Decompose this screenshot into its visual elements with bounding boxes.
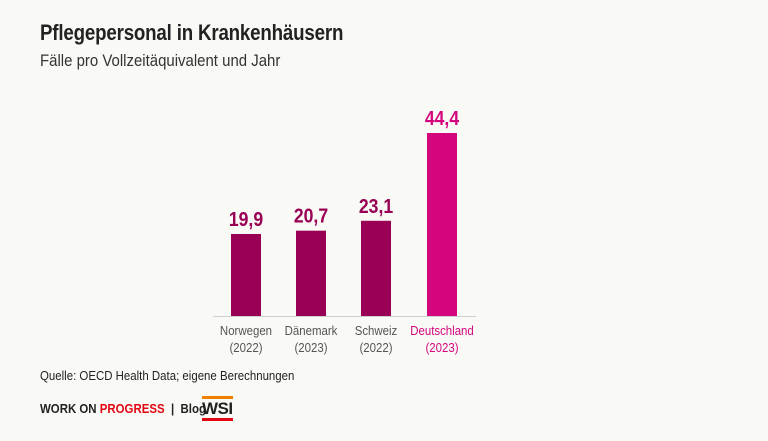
year-label: (2023) (425, 340, 458, 355)
brand-part1: WORK ON (40, 401, 97, 416)
bar-deutschland (427, 133, 457, 316)
bar-dänemark (296, 230, 326, 316)
data-label: 20,7 (294, 205, 328, 227)
wsi-logo: WSI (202, 396, 233, 421)
year-label: (2022) (229, 340, 262, 355)
brand-part2: PROGRESS (99, 401, 165, 416)
source-note: Quelle: OECD Health Data; eigene Berechn… (40, 368, 295, 383)
category-label: Norwegen (220, 323, 272, 338)
chart-title: Pflegepersonal in Krankenhäusern (40, 20, 344, 45)
year-label: (2022) (359, 340, 392, 355)
blog-label: Blog (180, 401, 206, 416)
brand-text: WORK ON PROGRESS | Blog (40, 401, 206, 416)
bar-schweiz (361, 220, 391, 316)
chart-subtitle: Fälle pro Vollzeitäquivalent und Jahr (40, 51, 281, 70)
separator: | (170, 401, 175, 416)
category-label: Deutschland (410, 323, 474, 338)
data-label: 19,9 (229, 208, 263, 230)
category-label: Dänemark (285, 323, 339, 338)
data-label: 23,1 (359, 195, 393, 217)
year-label: (2023) (294, 340, 327, 355)
bar-norwegen (231, 233, 261, 316)
data-label: 44,4 (425, 107, 460, 129)
category-label: Schweiz (355, 323, 398, 338)
